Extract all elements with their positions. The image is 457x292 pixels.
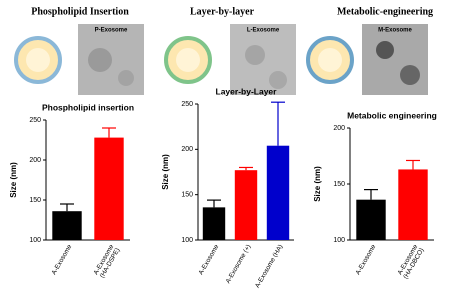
panel xyxy=(164,24,296,95)
x-tick-label: A-Exosome (HA) xyxy=(254,243,284,289)
em-image xyxy=(400,65,420,85)
panel-title: Phospholipid Insertion xyxy=(31,6,129,17)
panel xyxy=(306,24,428,95)
bar xyxy=(202,207,226,240)
x-tick-label: A-Exosome(HA-DSPE) xyxy=(92,243,121,279)
x-tick-label: A-Exosome xyxy=(354,243,377,276)
em-image xyxy=(88,48,112,72)
bar xyxy=(266,145,290,240)
image-label: M-Exosome xyxy=(378,28,412,34)
bar xyxy=(94,137,124,240)
y-tick-label: 100 xyxy=(181,237,193,244)
em-image xyxy=(245,45,265,65)
x-tick-label-line: A-Exosome (HA) xyxy=(254,243,284,289)
chart-title: Layer-by-Layer xyxy=(216,86,278,96)
y-tick-label: 250 xyxy=(29,117,41,124)
illustration xyxy=(176,48,200,72)
x-tick-label-line: A-Exosome (+) xyxy=(224,243,252,284)
chart-title: Phospholipid insertion xyxy=(42,102,134,112)
bar xyxy=(356,199,386,240)
y-tick-label: 150 xyxy=(181,192,193,199)
em-image xyxy=(362,24,428,95)
y-tick-label: 200 xyxy=(29,157,41,164)
y-axis-label: Size (nm) xyxy=(313,166,322,202)
y-tick-label: 250 xyxy=(181,101,193,108)
x-tick-label-line: A-Exosome xyxy=(354,243,377,276)
bar xyxy=(234,170,258,240)
image-label: L-Exosome xyxy=(247,28,280,34)
y-tick-label: 100 xyxy=(29,237,41,244)
y-tick-label: 200 xyxy=(181,146,193,153)
illustration xyxy=(318,48,342,72)
image-label: P-Exosome xyxy=(95,28,128,34)
bar xyxy=(398,169,428,240)
y-axis-label: Size (nm) xyxy=(161,154,170,190)
em-image xyxy=(118,70,134,86)
chart-title: Metabolic engineering xyxy=(347,110,437,120)
y-axis-label: Size (nm) xyxy=(9,162,18,198)
y-tick-label: 150 xyxy=(333,181,345,188)
panel xyxy=(14,24,144,95)
y-tick-label: 150 xyxy=(29,197,41,204)
illustration xyxy=(26,48,50,72)
y-tick-label: 200 xyxy=(333,125,345,132)
em-image xyxy=(269,71,287,89)
panel-title: Layer-by-layer xyxy=(190,6,255,17)
x-tick-label: A-Exosome(HA-DBCO) xyxy=(396,243,425,280)
x-tick-label-line: A-Exosome xyxy=(197,243,220,276)
x-tick-label: A-Exosome (+) xyxy=(224,243,252,284)
panel-title: Metabolic-engineering xyxy=(337,6,433,17)
x-tick-label: A-Exosome xyxy=(50,243,73,276)
top-panels xyxy=(14,24,428,95)
bar xyxy=(52,211,82,240)
x-tick-label: A-Exosome xyxy=(197,243,220,276)
y-tick-label: 100 xyxy=(333,237,345,244)
em-image xyxy=(376,41,394,59)
x-tick-label-line: A-Exosome xyxy=(50,243,73,276)
